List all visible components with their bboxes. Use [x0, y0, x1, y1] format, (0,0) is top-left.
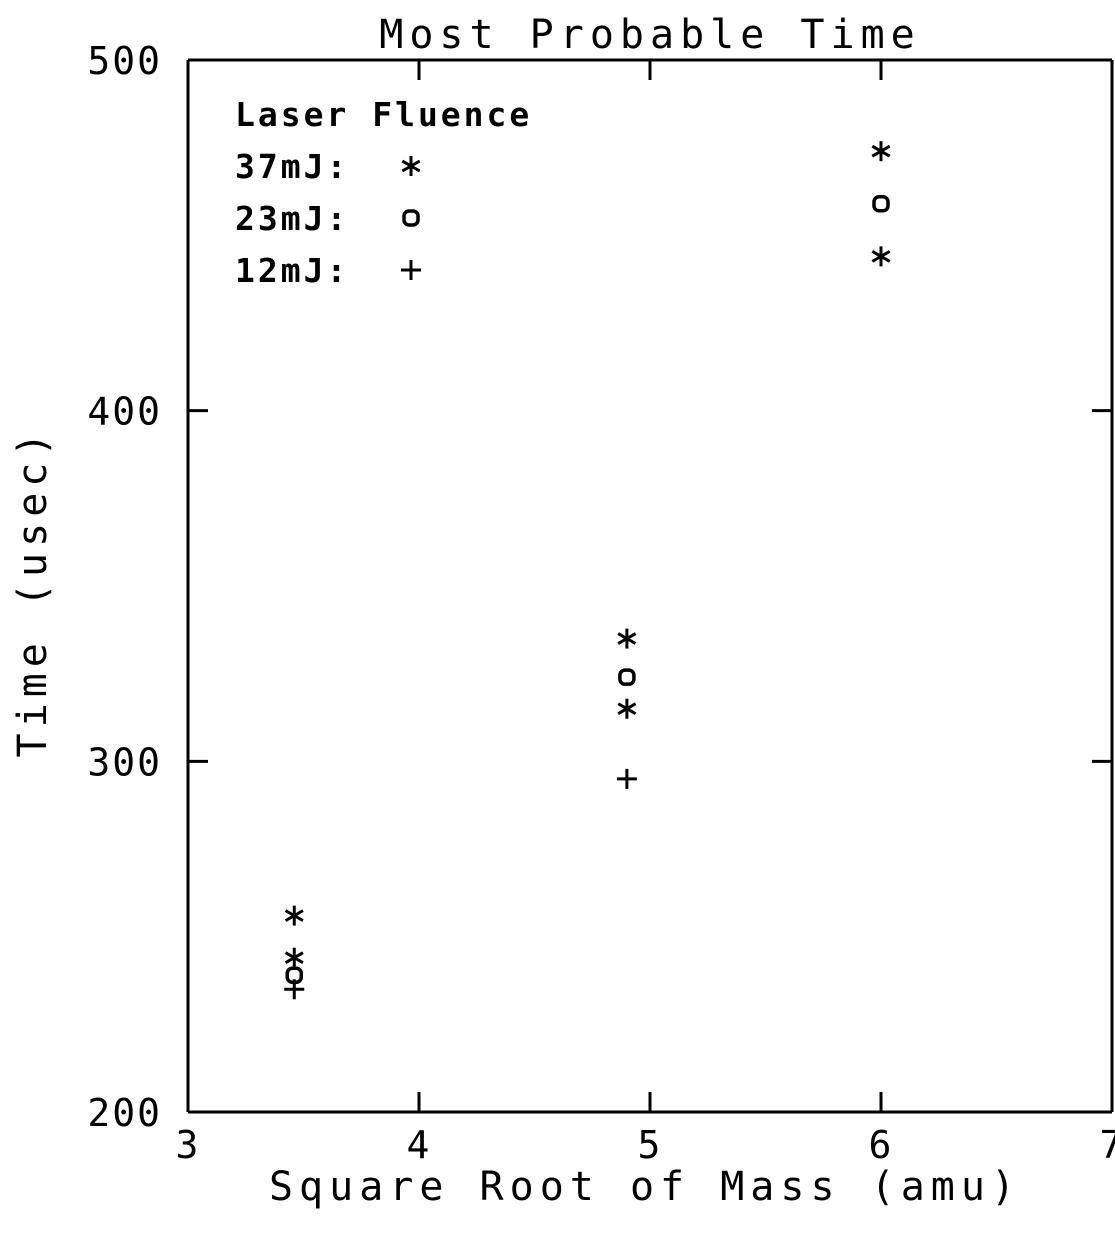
point-37mJ: [871, 246, 891, 267]
y-tick-label: 400: [87, 390, 162, 434]
legend-title: Laser Fluence: [235, 95, 532, 134]
point-12mJ: [616, 768, 637, 789]
legend-entry-label: 37mJ:: [235, 147, 349, 186]
point-37mJ: [871, 141, 891, 162]
x-tick-label: 3: [176, 1123, 201, 1167]
legend-entry-label: 23mJ:: [235, 199, 349, 238]
point-37mJ: [284, 947, 304, 968]
y-tick-label: 500: [87, 39, 162, 83]
x-tick-label: 7: [1100, 1123, 1115, 1167]
x-tick-label: 5: [638, 1123, 663, 1167]
point-37mJ: [617, 698, 637, 719]
y-tick-label: 300: [87, 740, 162, 784]
data-points: [284, 141, 891, 1000]
x-tick-label: 4: [407, 1123, 432, 1167]
chart-title: Most Probable Time: [379, 12, 920, 58]
legend-marker-23mJ: [402, 209, 420, 227]
legend-entry-label: 12mJ:: [235, 251, 349, 290]
legend-marker-37mJ: [401, 156, 421, 176]
point-23mJ: [872, 195, 890, 213]
y-axis-label: Time (usec): [10, 427, 56, 758]
point-23mJ: [618, 668, 636, 686]
legend-marker-12mJ: [401, 260, 421, 280]
y-tick-label: 200: [87, 1091, 162, 1135]
point-12mJ: [284, 979, 305, 1000]
y-axis-ticks: 200 300 400 500: [87, 39, 1112, 1135]
legend: Laser Fluence 37mJ: 23mJ: 12mJ:: [235, 95, 532, 290]
x-axis-label: Square Root of Mass (amu): [269, 1164, 1021, 1210]
point-37mJ: [284, 905, 304, 926]
point-37mJ: [617, 628, 637, 649]
x-axis-ticks: 3 4 5 6 7: [176, 60, 1115, 1167]
x-tick-label: 6: [869, 1123, 894, 1167]
